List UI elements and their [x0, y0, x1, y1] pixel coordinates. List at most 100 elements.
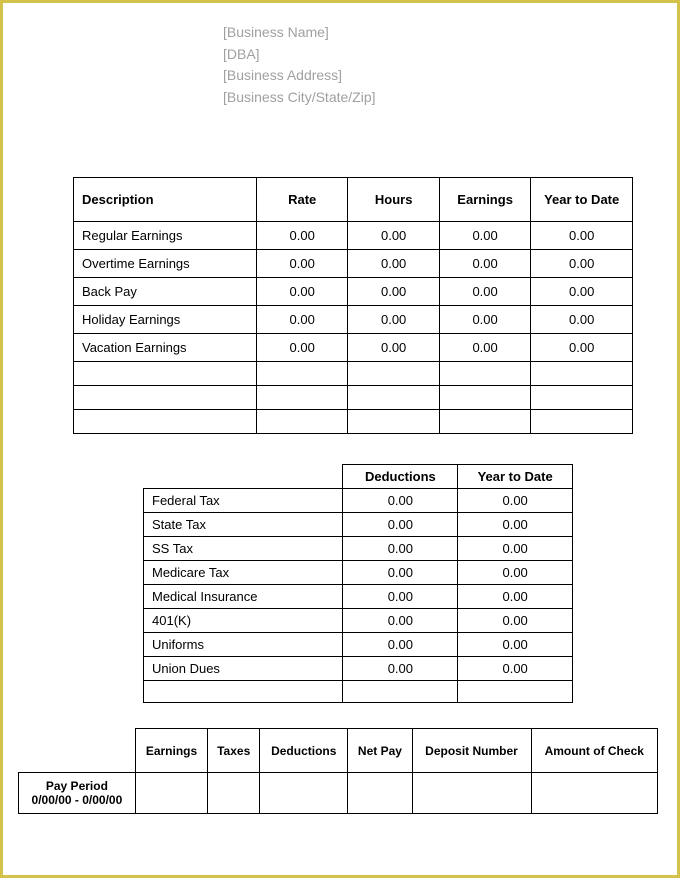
earnings-desc: Holiday Earnings: [74, 306, 257, 334]
earnings-ytd: 0.00: [531, 334, 633, 362]
deduction-label: Medical Insurance: [144, 585, 343, 609]
table-row: Overtime Earnings0.000.000.000.00: [74, 250, 633, 278]
earnings-hours: 0.00: [348, 306, 439, 334]
deduction-label: State Tax: [144, 513, 343, 537]
col-rate: Rate: [256, 178, 347, 222]
deduction-label: SS Tax: [144, 537, 343, 561]
deduction-ytd: 0.00: [458, 561, 573, 585]
earnings-desc: Vacation Earnings: [74, 334, 257, 362]
deduction-ytd: 0.00: [458, 609, 573, 633]
earnings-earn: [439, 386, 530, 410]
earnings-hours: [348, 410, 439, 434]
pay-period-value: 0/00/00 - 0/00/00: [25, 793, 129, 807]
earnings-earn: [439, 362, 530, 386]
earnings-rate: 0.00: [256, 334, 347, 362]
col-deductions-ytd: Year to Date: [458, 465, 573, 489]
business-dba: [DBA]: [223, 45, 637, 65]
earnings-ytd: [531, 386, 633, 410]
earnings-ytd: 0.00: [531, 250, 633, 278]
sum-amount-val: [531, 773, 658, 814]
table-row: SS Tax0.000.00: [144, 537, 573, 561]
earnings-hours: 0.00: [348, 250, 439, 278]
deductions-blank-header: [144, 465, 343, 489]
earnings-earn: 0.00: [439, 250, 530, 278]
table-row: Medical Insurance0.000.00: [144, 585, 573, 609]
deduction-label: Medicare Tax: [144, 561, 343, 585]
table-row: Regular Earnings0.000.000.000.00: [74, 222, 633, 250]
deduction-label: Federal Tax: [144, 489, 343, 513]
col-sum-deposit: Deposit Number: [412, 729, 531, 773]
deduction-val: 0.00: [343, 537, 458, 561]
earnings-rate: 0.00: [256, 278, 347, 306]
business-city-state-zip: [Business City/State/Zip]: [223, 88, 637, 108]
earnings-ytd: [531, 410, 633, 434]
table-row: [144, 681, 573, 703]
deduction-ytd: 0.00: [458, 489, 573, 513]
table-row: Union Dues0.000.00: [144, 657, 573, 681]
earnings-desc: [74, 410, 257, 434]
table-row: Medicare Tax0.000.00: [144, 561, 573, 585]
business-header: [Business Name] [DBA] [Business Address]…: [223, 23, 637, 107]
deduction-val: 0.00: [343, 657, 458, 681]
deduction-val: 0.00: [343, 585, 458, 609]
deduction-label: 401(K): [144, 609, 343, 633]
deduction-ytd: 0.00: [458, 633, 573, 657]
table-row: Federal Tax0.000.00: [144, 489, 573, 513]
earnings-hours: 0.00: [348, 222, 439, 250]
sum-deposit-val: [412, 773, 531, 814]
earnings-desc: Back Pay: [74, 278, 257, 306]
table-row: Uniforms0.000.00: [144, 633, 573, 657]
earnings-rate: [256, 362, 347, 386]
deduction-ytd: 0.00: [458, 513, 573, 537]
earnings-hours: [348, 362, 439, 386]
deduction-label: [144, 681, 343, 703]
deduction-label: Uniforms: [144, 633, 343, 657]
earnings-desc: Regular Earnings: [74, 222, 257, 250]
col-sum-deductions: Deductions: [260, 729, 348, 773]
earnings-earn: 0.00: [439, 306, 530, 334]
deductions-table: Deductions Year to Date Federal Tax0.000…: [143, 464, 573, 703]
deduction-val: 0.00: [343, 561, 458, 585]
col-sum-netpay: Net Pay: [348, 729, 412, 773]
business-name: [Business Name]: [223, 23, 637, 43]
earnings-table: Description Rate Hours Earnings Year to …: [73, 177, 633, 434]
table-row: [74, 386, 633, 410]
col-deductions: Deductions: [343, 465, 458, 489]
deduction-ytd: [458, 681, 573, 703]
deduction-val: [343, 681, 458, 703]
business-address: [Business Address]: [223, 66, 637, 86]
table-row: State Tax0.000.00: [144, 513, 573, 537]
deduction-ytd: 0.00: [458, 537, 573, 561]
table-row: 401(K)0.000.00: [144, 609, 573, 633]
sum-netpay-val: [348, 773, 412, 814]
deduction-label: Union Dues: [144, 657, 343, 681]
sum-deductions-val: [260, 773, 348, 814]
earnings-rate: 0.00: [256, 250, 347, 278]
earnings-ytd: [531, 362, 633, 386]
deduction-ytd: 0.00: [458, 585, 573, 609]
earnings-desc: [74, 386, 257, 410]
col-ytd: Year to Date: [531, 178, 633, 222]
table-row: [74, 362, 633, 386]
col-description: Description: [74, 178, 257, 222]
deduction-val: 0.00: [343, 609, 458, 633]
earnings-earn: 0.00: [439, 278, 530, 306]
earnings-ytd: 0.00: [531, 306, 633, 334]
deduction-val: 0.00: [343, 489, 458, 513]
earnings-hours: [348, 386, 439, 410]
earnings-earn: [439, 410, 530, 434]
col-earnings: Earnings: [439, 178, 530, 222]
pay-period-cell: Pay Period 0/00/00 - 0/00/00: [19, 773, 136, 814]
deduction-val: 0.00: [343, 633, 458, 657]
earnings-hours: 0.00: [348, 278, 439, 306]
deduction-ytd: 0.00: [458, 657, 573, 681]
table-row: Back Pay0.000.000.000.00: [74, 278, 633, 306]
deduction-val: 0.00: [343, 513, 458, 537]
summary-blank-header: [19, 729, 136, 773]
col-sum-amount: Amount of Check: [531, 729, 658, 773]
earnings-rate: 0.00: [256, 222, 347, 250]
table-row: [74, 410, 633, 434]
pay-period-label: Pay Period: [25, 779, 129, 793]
earnings-earn: 0.00: [439, 334, 530, 362]
earnings-rate: [256, 386, 347, 410]
